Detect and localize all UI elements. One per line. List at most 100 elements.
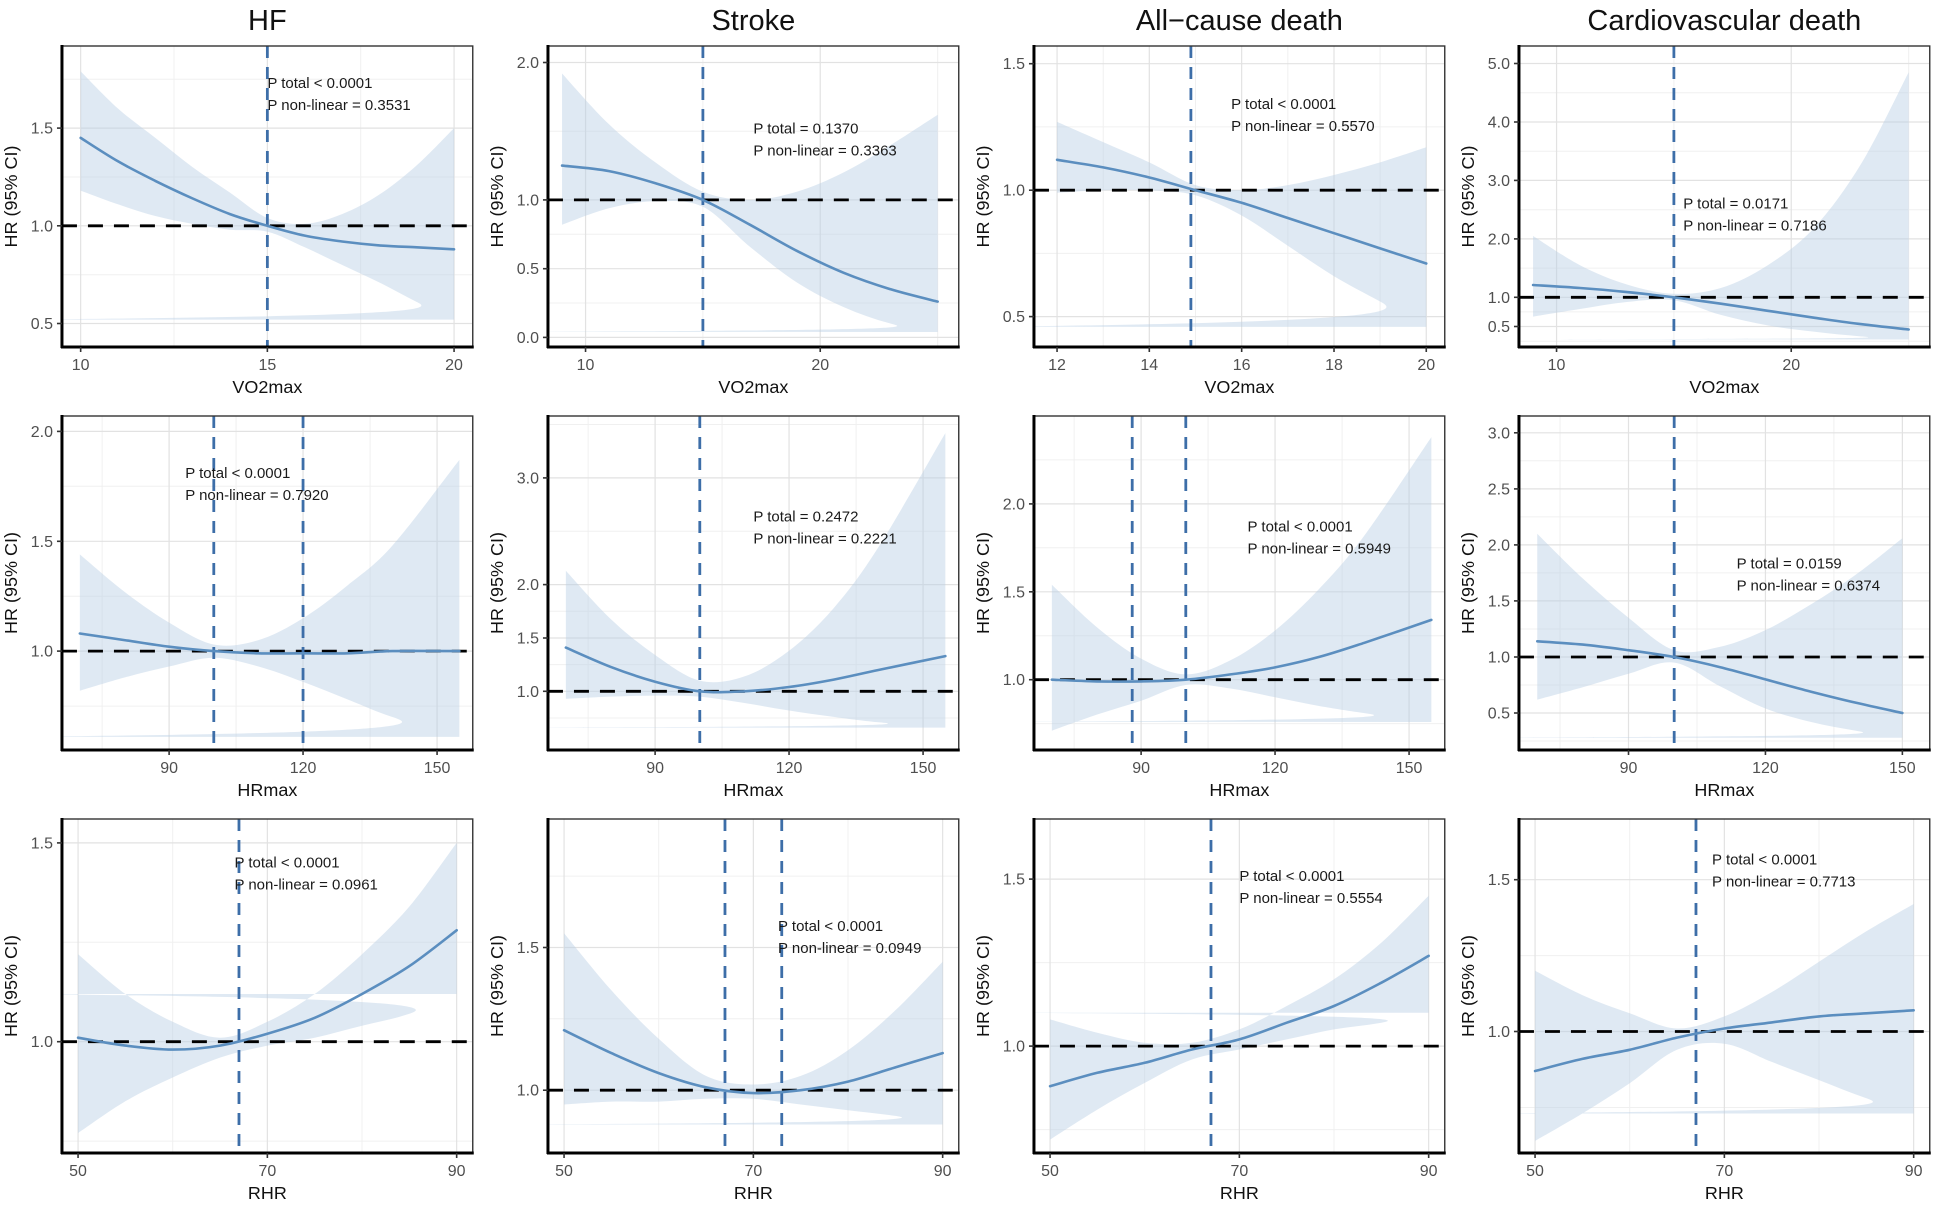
p-total-annotation: P total < 0.0001 <box>1712 851 1817 868</box>
y-tick-label: 1.5 <box>1002 872 1024 889</box>
p-total-annotation: P total = 0.0171 <box>1684 195 1789 212</box>
x-tick-label: 20 <box>1417 357 1435 374</box>
p-total-annotation: P total < 0.0001 <box>778 918 883 935</box>
y-tick-label: 1.5 <box>1002 584 1024 601</box>
x-tick-label: 150 <box>909 760 936 777</box>
y-tick-label: 1.5 <box>31 121 53 138</box>
x-tick-label: 90 <box>448 1163 466 1180</box>
hr-spline-curve <box>78 632 461 655</box>
y-axis-label: HR (95% CI) <box>1458 146 1478 248</box>
p-nonlinear-annotation: P non-linear = 0.6374 <box>1737 577 1880 594</box>
p-nonlinear-annotation: P non-linear = 0.0961 <box>234 877 377 894</box>
x-axis-label: RHR <box>1219 1183 1258 1203</box>
x-tick-label: 12 <box>1048 357 1066 374</box>
x-axis-label: VO2max <box>232 377 302 397</box>
ci-band <box>1519 72 1909 340</box>
y-axis-label: HR (95% CI) <box>487 532 507 634</box>
y-tick-label: 1.0 <box>31 218 53 235</box>
y-tick-label: 1.5 <box>1002 56 1024 73</box>
x-axis-label: HRmax <box>723 780 783 800</box>
x-tick-label: 120 <box>775 760 802 777</box>
plot-area <box>547 416 959 750</box>
x-tick-label: 16 <box>1232 357 1250 374</box>
y-axis-label: HR (95% CI) <box>972 532 992 634</box>
panel-svg-hf-vo2max: 10 15 20 0.5 1.0 1.5 VO2max HR (95% CI) HF P tota… <box>1 5 474 397</box>
ci-band <box>547 433 946 728</box>
x-axis-label: HRmax <box>237 780 297 800</box>
panel-svg-cardiovascular-death-rhr: 50 70 90 1.0 1.5 RHR HR (95% CI) P total < 0.00… <box>1458 818 1932 1203</box>
y-tick-label: 1.0 <box>31 1034 53 1051</box>
p-nonlinear-annotation: P non-linear = 0.5570 <box>1231 118 1374 135</box>
y-tick-label: 1.0 <box>1488 1024 1510 1041</box>
x-tick-label: 50 <box>1526 1163 1544 1180</box>
panel-title: All−cause death <box>1135 5 1342 37</box>
p-total-annotation: P total < 0.0001 <box>1231 96 1336 113</box>
x-tick-label: 120 <box>1752 760 1779 777</box>
y-axis-label: HR (95% CI) <box>487 146 507 248</box>
y-tick-label: 3.0 <box>1488 173 1510 190</box>
x-tick-label: 150 <box>1889 760 1916 777</box>
p-total-annotation: P total = 0.1370 <box>753 120 858 137</box>
x-tick-label: 10 <box>576 357 594 374</box>
p-total-annotation: P total < 0.0001 <box>1247 518 1352 535</box>
ci-band <box>1519 904 1914 1141</box>
y-tick-label: 2.0 <box>31 424 53 441</box>
panel-hf-vo2max: 10 15 20 0.5 1.0 1.5 VO2max HR (95% CI) HF P tota… <box>0 0 486 403</box>
panel-all-cause-death-vo2max: 12 14 16 18 20 0.5 1.0 1.5 VO2max HR (95% CI) All−… <box>971 0 1458 403</box>
p-total-annotation: P total = 0.2472 <box>753 508 858 525</box>
p-nonlinear-annotation: P non-linear = 0.3531 <box>267 97 410 114</box>
y-tick-label: 2.5 <box>1488 481 1510 498</box>
y-tick-label: 1.5 <box>1488 593 1510 610</box>
panel-cardiovascular-death-rhr: 50 70 90 1.0 1.5 RHR HR (95% CI) P total < 0.00… <box>1457 806 1943 1209</box>
x-tick-label: 20 <box>1783 357 1801 374</box>
y-axis-label: HR (95% CI) <box>1 532 21 634</box>
x-tick-label: 18 <box>1325 357 1343 374</box>
x-tick-label: 90 <box>646 760 664 777</box>
x-tick-label: 90 <box>934 1163 952 1180</box>
y-tick-label: 1.5 <box>516 630 538 647</box>
x-tick-label: 70 <box>1230 1163 1248 1180</box>
y-tick-label: 1.0 <box>31 644 53 661</box>
x-tick-label: 90 <box>1620 760 1638 777</box>
panel-svg-stroke-hrmax: 90 120 150 1.0 1.5 2.0 3.0 HRmax HR (95% CI) P to… <box>487 415 960 800</box>
y-axis-label: HR (95% CI) <box>972 935 992 1037</box>
plot-area <box>1033 46 1445 347</box>
panel-stroke-rhr: 50 70 90 1.0 1.5 RHR HR (95% CI) P total < 0.00… <box>485 806 972 1209</box>
y-tick-label: 2.0 <box>516 55 538 72</box>
y-tick-label: 2.0 <box>1002 496 1024 513</box>
hr-spline-curve <box>1050 618 1433 683</box>
hr-spline-curve <box>1534 1009 1916 1073</box>
hr-spline-curve <box>1536 640 1904 715</box>
p-nonlinear-annotation: P non-linear = 0.7186 <box>1684 217 1827 234</box>
hr-spline-curve <box>564 646 947 694</box>
x-tick-label: 20 <box>811 357 829 374</box>
panel-title: HF <box>248 5 287 37</box>
y-axis-label: HR (95% CI) <box>1458 532 1478 634</box>
x-tick-label: 90 <box>1132 760 1150 777</box>
panel-title: Cardiovascular death <box>1588 5 1862 37</box>
x-axis-label: HRmax <box>1209 780 1269 800</box>
ci-band <box>1519 533 1903 738</box>
panel-cardiovascular-death-hrmax: 90 120 150 0.5 1.0 1.5 2.0 2.5 3.0 HRmax HR (95% C… <box>1457 403 1943 806</box>
ci-band <box>61 459 460 737</box>
x-axis-label: VO2max <box>1204 377 1274 397</box>
hr-spline-curve <box>1055 158 1428 265</box>
x-tick-label: 70 <box>744 1163 762 1180</box>
y-tick-label: 0.5 <box>31 316 53 333</box>
x-tick-label: 50 <box>69 1163 87 1180</box>
panel-svg-hf-hrmax: 90 120 150 1.0 1.5 2.0 HRmax HR (95% CI) P total… <box>1 415 474 800</box>
x-tick-label: 90 <box>160 760 178 777</box>
y-tick-label: 1.5 <box>1488 872 1510 889</box>
x-tick-label: 120 <box>1261 760 1288 777</box>
x-axis-label: RHR <box>1705 1183 1744 1203</box>
panel-hf-hrmax: 90 120 150 1.0 1.5 2.0 HRmax HR (95% CI) P total… <box>0 403 486 806</box>
p-nonlinear-annotation: P non-linear = 0.7920 <box>185 487 328 504</box>
hr-spline-curve <box>560 164 939 303</box>
panel-svg-cardiovascular-death-vo2max: 10 20 0.5 1.0 2.0 3.0 4.0 5.0 VO2max HR (95% CI) C… <box>1458 5 1932 397</box>
y-tick-label: 3.0 <box>516 470 538 487</box>
x-tick-label: 70 <box>1716 1163 1734 1180</box>
y-tick-label: 1.0 <box>516 192 538 209</box>
y-axis-label: HR (95% CI) <box>487 935 507 1037</box>
y-tick-label: 0.5 <box>516 261 538 278</box>
